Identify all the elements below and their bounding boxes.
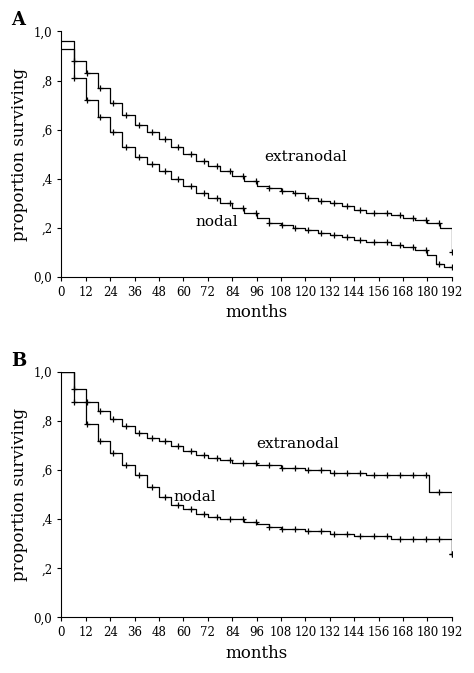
Text: B: B — [11, 352, 26, 369]
Text: nodal: nodal — [196, 215, 238, 229]
Y-axis label: proportion surviving: proportion surviving — [11, 67, 28, 240]
Text: nodal: nodal — [173, 490, 216, 504]
X-axis label: months: months — [226, 304, 288, 321]
X-axis label: months: months — [226, 645, 288, 662]
Y-axis label: proportion surviving: proportion surviving — [11, 409, 28, 581]
Text: extranodal: extranodal — [256, 437, 339, 451]
Text: A: A — [11, 11, 25, 29]
Text: extranodal: extranodal — [265, 150, 347, 164]
